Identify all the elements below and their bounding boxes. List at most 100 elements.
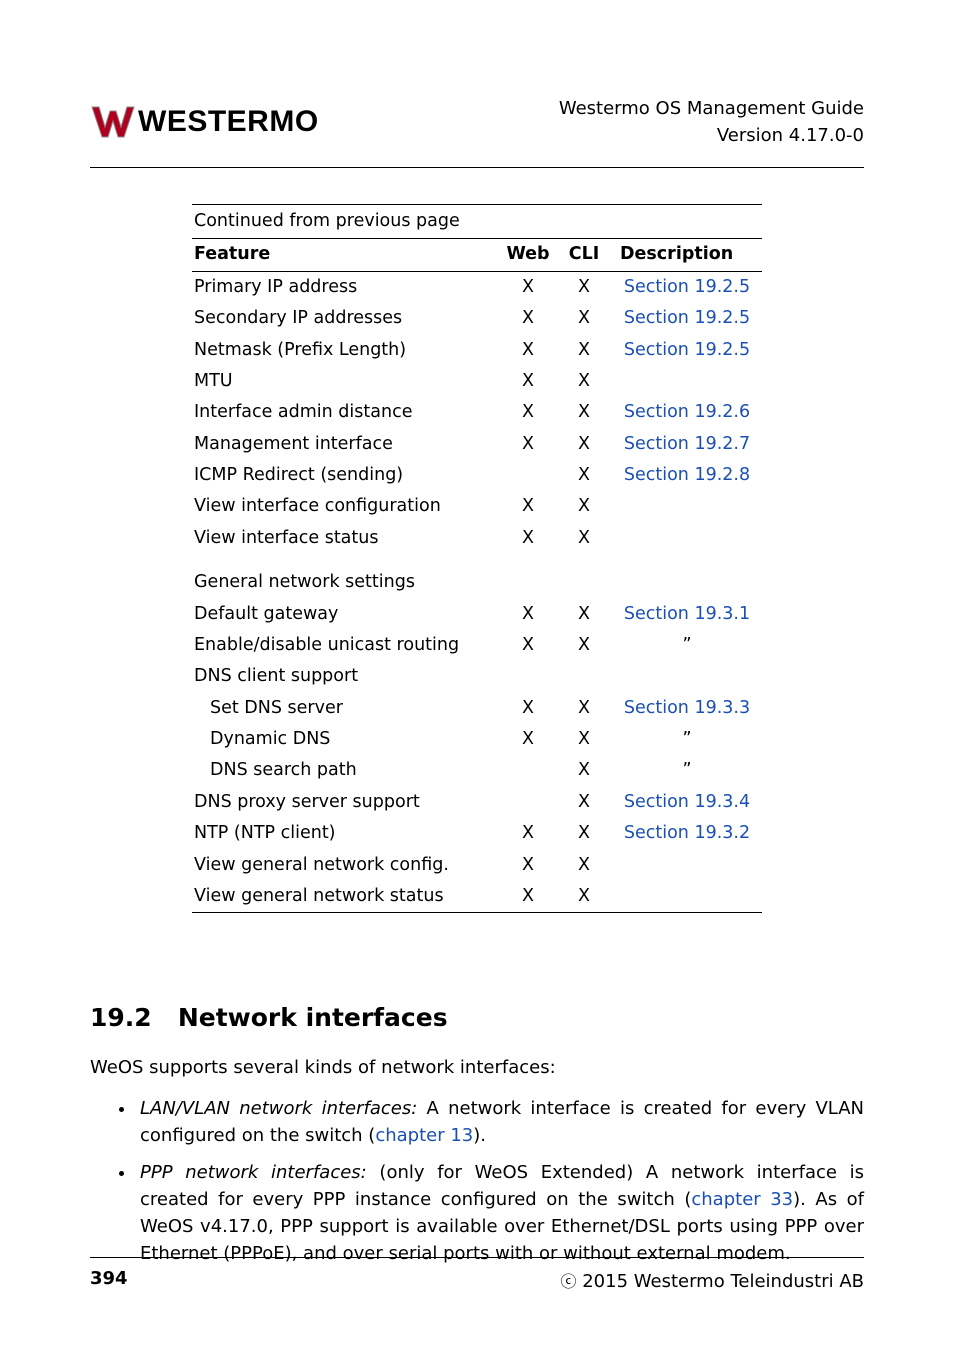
cell-feature: Dynamic DNS <box>192 724 500 755</box>
cell-cli: X <box>556 271 612 303</box>
cell-web: X <box>500 724 556 755</box>
cell-feature: MTU <box>192 366 500 397</box>
cell-desc <box>612 491 762 522</box>
section-link[interactable]: Section 19.3.3 <box>624 698 750 718</box>
section-link[interactable]: Section 19.3.1 <box>624 604 750 624</box>
section-title: Network interfaces <box>178 1003 448 1032</box>
doc-title-block: Westermo OS Management Guide Version 4.1… <box>559 95 864 149</box>
table-row: View interface statusXX <box>192 523 762 554</box>
cell-desc: Section 19.2.7 <box>612 429 762 460</box>
cell-desc: ” <box>612 755 762 786</box>
cell-feature: Set DNS server <box>192 693 500 724</box>
cell-cli: X <box>556 630 612 661</box>
cell-feature: Interface admin distance <box>192 397 500 428</box>
table-row: View interface configurationXX <box>192 491 762 522</box>
section-number: 19.2 <box>90 1003 152 1032</box>
table-row: View general network config.XX <box>192 850 762 881</box>
list-item: LAN/VLAN network interfaces: A network i… <box>136 1095 864 1149</box>
cell-web: X <box>500 303 556 334</box>
logo: Westermo <box>90 99 319 145</box>
cell-cli: X <box>556 818 612 849</box>
cell-web: X <box>500 881 556 913</box>
section-link[interactable]: Section 19.2.5 <box>624 340 750 360</box>
cell-cli: X <box>556 755 612 786</box>
cell-feature: Default gateway <box>192 599 500 630</box>
cell-desc: Section 19.2.6 <box>612 397 762 428</box>
cell-desc: Section 19.3.3 <box>612 693 762 724</box>
cell-desc: Section 19.2.5 <box>612 271 762 303</box>
section-link[interactable]: Section 19.2.5 <box>624 308 750 328</box>
section-link[interactable]: Section 19.2.8 <box>624 465 750 485</box>
cell-desc <box>612 661 762 692</box>
table-row: DNS search pathX” <box>192 755 762 786</box>
cell-web <box>500 755 556 786</box>
section-link[interactable]: Section 19.3.4 <box>624 792 750 812</box>
cell-web: X <box>500 429 556 460</box>
section-link[interactable]: Section 19.2.6 <box>624 402 750 422</box>
cell-cli: X <box>556 787 612 818</box>
section-link[interactable]: Section 19.2.7 <box>624 434 750 454</box>
cell-web: X <box>500 599 556 630</box>
cell-cli <box>556 661 612 692</box>
section-link[interactable]: Section 19.3.2 <box>624 823 750 843</box>
cell-cli: X <box>556 366 612 397</box>
header-rule <box>90 167 864 168</box>
cell-cli: X <box>556 303 612 334</box>
westermo-logo-icon <box>90 99 136 145</box>
bullet-lead: LAN/VLAN network interfaces: <box>140 1098 417 1119</box>
cell-feature: Primary IP address <box>192 271 500 303</box>
col-desc: Description <box>612 239 762 271</box>
cell-feature: Secondary IP addresses <box>192 303 500 334</box>
section-link[interactable]: Section 19.2.5 <box>624 277 750 297</box>
cell-desc: Section 19.3.2 <box>612 818 762 849</box>
col-cli: CLI <box>556 239 612 271</box>
table-section-title: General network settings <box>192 554 500 598</box>
cell-web: X <box>500 491 556 522</box>
page-footer: 394 ⓒ 2015 Westermo Teleindustri AB <box>90 1268 864 1292</box>
cell-desc: Section 19.2.5 <box>612 335 762 366</box>
cell-feature: DNS proxy server support <box>192 787 500 818</box>
cell-desc <box>612 366 762 397</box>
table-row: Dynamic DNSXX” <box>192 724 762 755</box>
cell-cli: X <box>556 335 612 366</box>
table-row: Netmask (Prefix Length)XXSection 19.2.5 <box>192 335 762 366</box>
section-intro: WeOS supports several kinds of network i… <box>90 1054 864 1081</box>
cell-feature: ICMP Redirect (sending) <box>192 460 500 491</box>
bullet-list: LAN/VLAN network interfaces: A network i… <box>136 1095 864 1267</box>
table-row: Interface admin distanceXXSection 19.2.6 <box>192 397 762 428</box>
cell-web: X <box>500 523 556 554</box>
bullet-lead: PPP network interfaces: <box>140 1162 367 1183</box>
cell-cli: X <box>556 850 612 881</box>
cell-cli: X <box>556 523 612 554</box>
cell-desc: Section 19.2.5 <box>612 303 762 334</box>
cell-cli: X <box>556 491 612 522</box>
table-row: Management interfaceXXSection 19.2.7 <box>192 429 762 460</box>
cell-web: X <box>500 397 556 428</box>
cell-feature: Netmask (Prefix Length) <box>192 335 500 366</box>
table-row: Primary IP addressXXSection 19.2.5 <box>192 271 762 303</box>
cell-feature: DNS client support <box>192 661 500 692</box>
col-feature: Feature <box>192 239 500 271</box>
cell-web <box>500 661 556 692</box>
list-item: PPP network interfaces: (only for WeOS E… <box>136 1159 864 1267</box>
table-row: MTUXX <box>192 366 762 397</box>
cell-web <box>500 460 556 491</box>
logo-text: Westermo <box>138 105 319 139</box>
cell-feature: Enable/disable unicast routing <box>192 630 500 661</box>
chapter-link[interactable]: chapter 33 <box>691 1189 793 1210</box>
copyright: ⓒ 2015 Westermo Teleindustri AB <box>560 1268 864 1292</box>
chapter-link[interactable]: chapter 13 <box>375 1125 473 1146</box>
table-row: View general network statusXX <box>192 881 762 913</box>
table-caption-row: Continued from previous page <box>192 205 762 239</box>
cell-cli: X <box>556 460 612 491</box>
table-row: NTP (NTP client)XXSection 19.3.2 <box>192 818 762 849</box>
cell-web: X <box>500 818 556 849</box>
table-row: DNS proxy server support X Section 19.3.4 <box>192 787 762 818</box>
table-header-row: Feature Web CLI Description <box>192 239 762 271</box>
feature-table-wrap: Continued from previous page Feature Web… <box>192 204 762 913</box>
footer-rule <box>90 1257 864 1258</box>
copyright-text: 2015 Westermo Teleindustri AB <box>582 1271 864 1292</box>
page-header: Westermo Westermo OS Management Guide Ve… <box>90 95 864 149</box>
cell-feature: NTP (NTP client) <box>192 818 500 849</box>
feature-table: Continued from previous page Feature Web… <box>192 204 762 913</box>
